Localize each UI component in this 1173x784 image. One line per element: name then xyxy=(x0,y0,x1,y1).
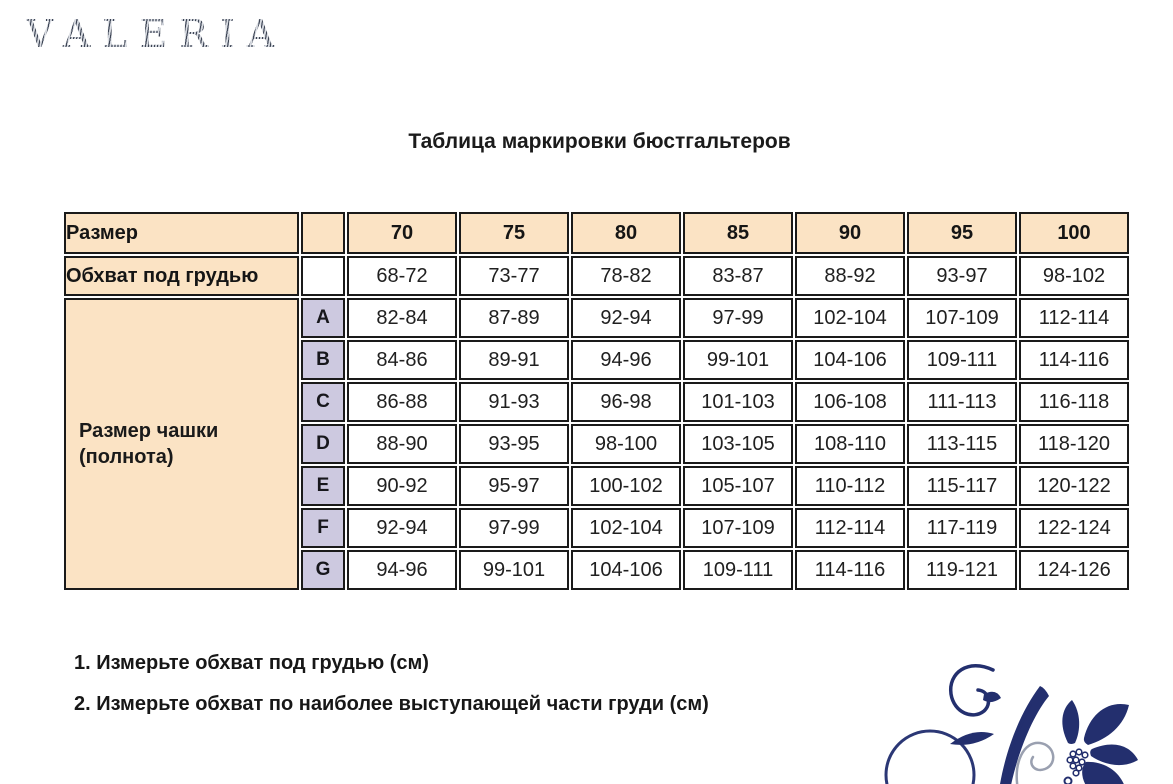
cup-row-b: B 84-86 89-91 94-96 99-101 104-106 109-1… xyxy=(64,340,1129,380)
cup-value-cell: 94-96 xyxy=(347,550,457,590)
cup-value-cell: 102-104 xyxy=(571,508,681,548)
cup-value-cell: 108-110 xyxy=(795,424,905,464)
instruction-step-1: 1. Измерьте обхват под грудью (см) xyxy=(74,652,429,674)
cup-value-cell: 90-92 xyxy=(347,466,457,506)
cup-value-cell: 89-91 xyxy=(459,340,569,380)
cup-value-cell: 93-95 xyxy=(459,424,569,464)
cup-value-cell: 99-101 xyxy=(683,340,793,380)
underbust-value-cell: 88-92 xyxy=(795,256,905,296)
cup-value-cell: 92-94 xyxy=(347,508,457,548)
cup-value-cell: 109-111 xyxy=(683,550,793,590)
size-header-cell: 90 xyxy=(795,212,905,254)
cup-value-cell: 107-109 xyxy=(683,508,793,548)
cup-value-cell: 88-90 xyxy=(347,424,457,464)
cup-value-cell: 113-115 xyxy=(907,424,1017,464)
cup-letter-cell: B xyxy=(301,340,345,380)
cup-value-cell: 101-103 xyxy=(683,382,793,422)
instruction-step-2: 2. Измерьте обхват по наиболее выступающ… xyxy=(74,693,709,715)
empty-corner-cell xyxy=(301,212,345,254)
cup-letter-cell: C xyxy=(301,382,345,422)
underbust-value-cell: 93-97 xyxy=(907,256,1017,296)
cup-value-cell: 106-108 xyxy=(795,382,905,422)
measurement-instructions: 1. Измерьте обхват под грудью (см) 2. Из… xyxy=(74,652,709,734)
cup-size-label-line1: Размер чашки xyxy=(79,420,219,442)
cup-letter-cell: E xyxy=(301,466,345,506)
cup-row-c: C 86-88 91-93 96-98 101-103 106-108 111-… xyxy=(64,382,1129,422)
brand-logo: VALERIA xyxy=(26,12,287,56)
cup-letter-cell: G xyxy=(301,550,345,590)
cup-value-cell: 105-107 xyxy=(683,466,793,506)
cup-size-label: Размер чашки (полнота) xyxy=(64,298,299,590)
underbust-value-cell: 73-77 xyxy=(459,256,569,296)
cup-value-cell: 112-114 xyxy=(795,508,905,548)
empty-cell xyxy=(301,256,345,296)
underbust-row: Обхват под грудью 68-72 73-77 78-82 83-8… xyxy=(64,256,1129,296)
cup-row-e: E 90-92 95-97 100-102 105-107 110-112 11… xyxy=(64,466,1129,506)
cup-row-f: F 92-94 97-99 102-104 107-109 112-114 11… xyxy=(64,508,1129,548)
size-header-cell: 100 xyxy=(1019,212,1129,254)
cup-value-cell: 115-117 xyxy=(907,466,1017,506)
cup-value-cell: 84-86 xyxy=(347,340,457,380)
cup-value-cell: 107-109 xyxy=(907,298,1017,338)
cup-value-cell: 99-101 xyxy=(459,550,569,590)
cup-value-cell: 104-106 xyxy=(795,340,905,380)
cup-row-g: G 94-96 99-101 104-106 109-111 114-116 1… xyxy=(64,550,1129,590)
cup-value-cell: 119-121 xyxy=(907,550,1017,590)
size-header-cell: 95 xyxy=(907,212,1017,254)
bra-size-table: Размер 70 75 80 85 90 95 100 Обхват под … xyxy=(62,210,1131,592)
cup-size-label-line2: (полнота) xyxy=(79,446,174,468)
size-header-cell: 80 xyxy=(571,212,681,254)
underbust-value-cell: 98-102 xyxy=(1019,256,1129,296)
cup-value-cell: 114-116 xyxy=(795,550,905,590)
cup-value-cell: 98-100 xyxy=(571,424,681,464)
size-header-cell: 85 xyxy=(683,212,793,254)
cup-value-cell: 114-116 xyxy=(1019,340,1129,380)
floral-flourish-icon xyxy=(884,664,1138,784)
cup-letter-cell: A xyxy=(301,298,345,338)
cup-value-cell: 104-106 xyxy=(571,550,681,590)
cup-value-cell: 110-112 xyxy=(795,466,905,506)
size-header-row: Размер 70 75 80 85 90 95 100 xyxy=(64,212,1129,254)
cup-value-cell: 82-84 xyxy=(347,298,457,338)
cup-value-cell: 102-104 xyxy=(795,298,905,338)
underbust-value-cell: 68-72 xyxy=(347,256,457,296)
cup-letter-cell: F xyxy=(301,508,345,548)
cup-value-cell: 109-111 xyxy=(907,340,1017,380)
underbust-row-label: Обхват под грудью xyxy=(64,256,299,296)
cup-letter-cell: D xyxy=(301,424,345,464)
size-header-cell: 70 xyxy=(347,212,457,254)
size-row-label: Размер xyxy=(64,212,299,254)
cup-value-cell: 111-113 xyxy=(907,382,1017,422)
underbust-value-cell: 83-87 xyxy=(683,256,793,296)
cup-value-cell: 122-124 xyxy=(1019,508,1129,548)
cup-value-cell: 95-97 xyxy=(459,466,569,506)
cup-value-cell: 87-89 xyxy=(459,298,569,338)
cup-value-cell: 112-114 xyxy=(1019,298,1129,338)
cup-row-d: D 88-90 93-95 98-100 103-105 108-110 113… xyxy=(64,424,1129,464)
cup-value-cell: 97-99 xyxy=(683,298,793,338)
cup-value-cell: 96-98 xyxy=(571,382,681,422)
cup-value-cell: 91-93 xyxy=(459,382,569,422)
page-title: Таблица маркировки бюстгальтеров xyxy=(408,130,791,153)
cup-value-cell: 100-102 xyxy=(571,466,681,506)
cup-value-cell: 124-126 xyxy=(1019,550,1129,590)
cup-value-cell: 120-122 xyxy=(1019,466,1129,506)
cup-row-a: Размер чашки (полнота) A 82-84 87-89 92-… xyxy=(64,298,1129,590)
cup-value-cell: 118-120 xyxy=(1019,424,1129,464)
cup-value-cell: 94-96 xyxy=(571,340,681,380)
underbust-value-cell: 78-82 xyxy=(571,256,681,296)
cup-value-cell: 92-94 xyxy=(571,298,681,338)
cup-value-cell: 117-119 xyxy=(907,508,1017,548)
cup-value-cell: 86-88 xyxy=(347,382,457,422)
cup-value-cell: 97-99 xyxy=(459,508,569,548)
cup-value-cell: 116-118 xyxy=(1019,382,1129,422)
cup-value-cell: 103-105 xyxy=(683,424,793,464)
size-header-cell: 75 xyxy=(459,212,569,254)
